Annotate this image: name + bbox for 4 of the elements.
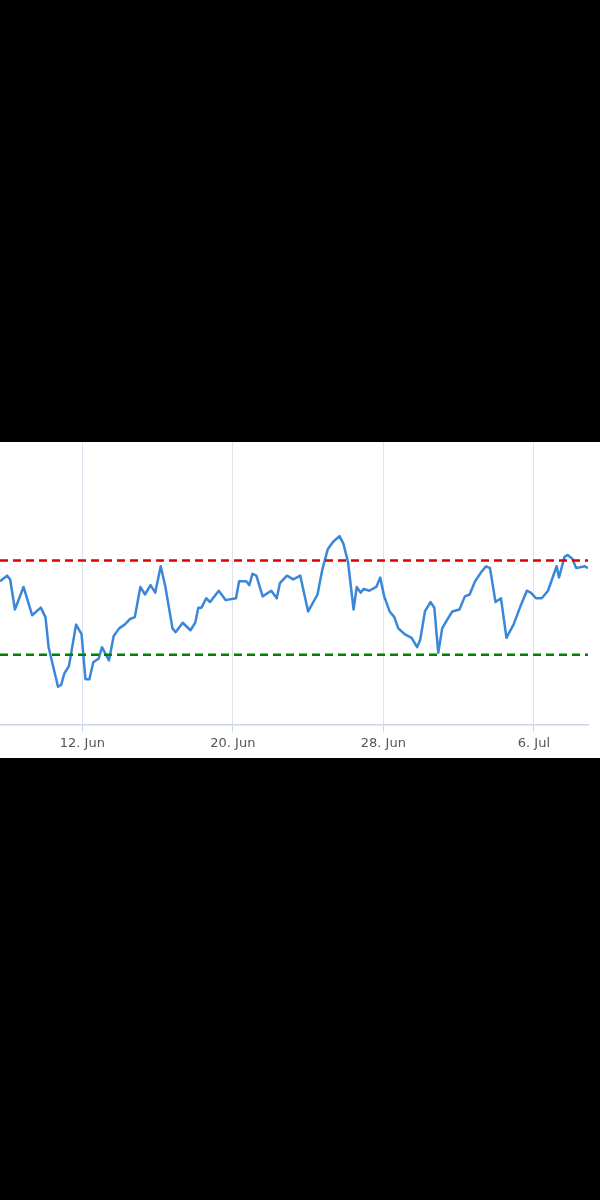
x-tick-label: 12. Jun — [59, 734, 105, 750]
x-tick-label: 28. Jun — [360, 734, 406, 750]
x-tick-label: 20. Jun — [210, 734, 256, 750]
x-tick-label: 6. Jul — [517, 734, 551, 750]
